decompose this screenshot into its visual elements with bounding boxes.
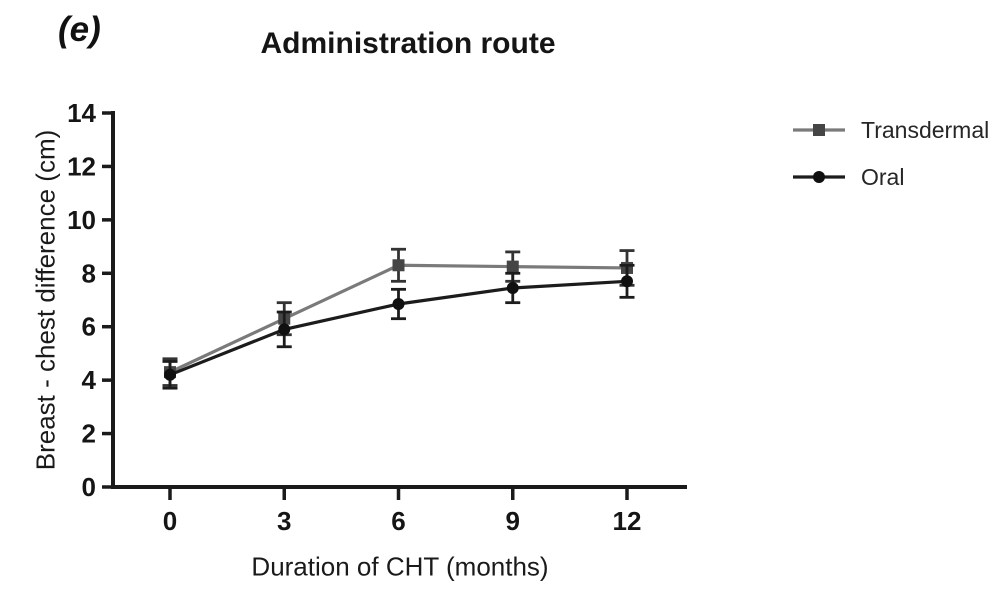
x-tick-label: 3 bbox=[277, 506, 291, 536]
y-tick-label: 12 bbox=[67, 151, 96, 181]
x-tick-label: 12 bbox=[613, 506, 642, 536]
legend: Transdermal Oral bbox=[792, 116, 989, 191]
data-point-circle bbox=[506, 281, 519, 294]
legend-item-oral: Oral bbox=[792, 163, 989, 191]
oral-legend-marker-icon bbox=[793, 171, 845, 183]
legend-item-transdermal: Transdermal bbox=[792, 116, 989, 144]
y-tick-label: 14 bbox=[67, 98, 96, 128]
data-point-circle bbox=[392, 298, 405, 311]
data-point-circle bbox=[278, 323, 291, 336]
y-axis-ticks: 0 2 4 6 8 10 12 14 bbox=[67, 98, 113, 502]
series-oral bbox=[162, 263, 635, 390]
legend-label-oral: Oral bbox=[861, 163, 905, 190]
y-tick-label: 0 bbox=[82, 472, 96, 502]
transdermal-legend-marker-icon bbox=[793, 124, 845, 136]
x-tick-label: 9 bbox=[506, 506, 520, 536]
data-point-square bbox=[392, 259, 405, 272]
x-axis-ticks: 0 3 6 9 12 bbox=[163, 489, 642, 536]
data-point-circle bbox=[164, 368, 176, 381]
legend-label-transdermal: Transdermal bbox=[861, 116, 990, 143]
y-tick-label: 8 bbox=[82, 258, 96, 288]
data-point-square bbox=[506, 260, 519, 273]
y-tick-label: 2 bbox=[82, 419, 96, 449]
x-axis-label: Duration of CHT (months) bbox=[251, 551, 549, 582]
x-tick-label: 0 bbox=[163, 506, 177, 536]
y-tick-label: 10 bbox=[67, 205, 96, 235]
x-tick-label: 6 bbox=[391, 506, 405, 536]
panel-label: (e) bbox=[58, 10, 101, 49]
chart-title: Administration route bbox=[260, 27, 556, 60]
y-axis-label: Breast - chest difference (cm) bbox=[30, 129, 61, 471]
y-tick-label: 6 bbox=[82, 312, 96, 342]
data-point-circle bbox=[621, 275, 633, 288]
y-tick-label: 4 bbox=[82, 365, 97, 395]
